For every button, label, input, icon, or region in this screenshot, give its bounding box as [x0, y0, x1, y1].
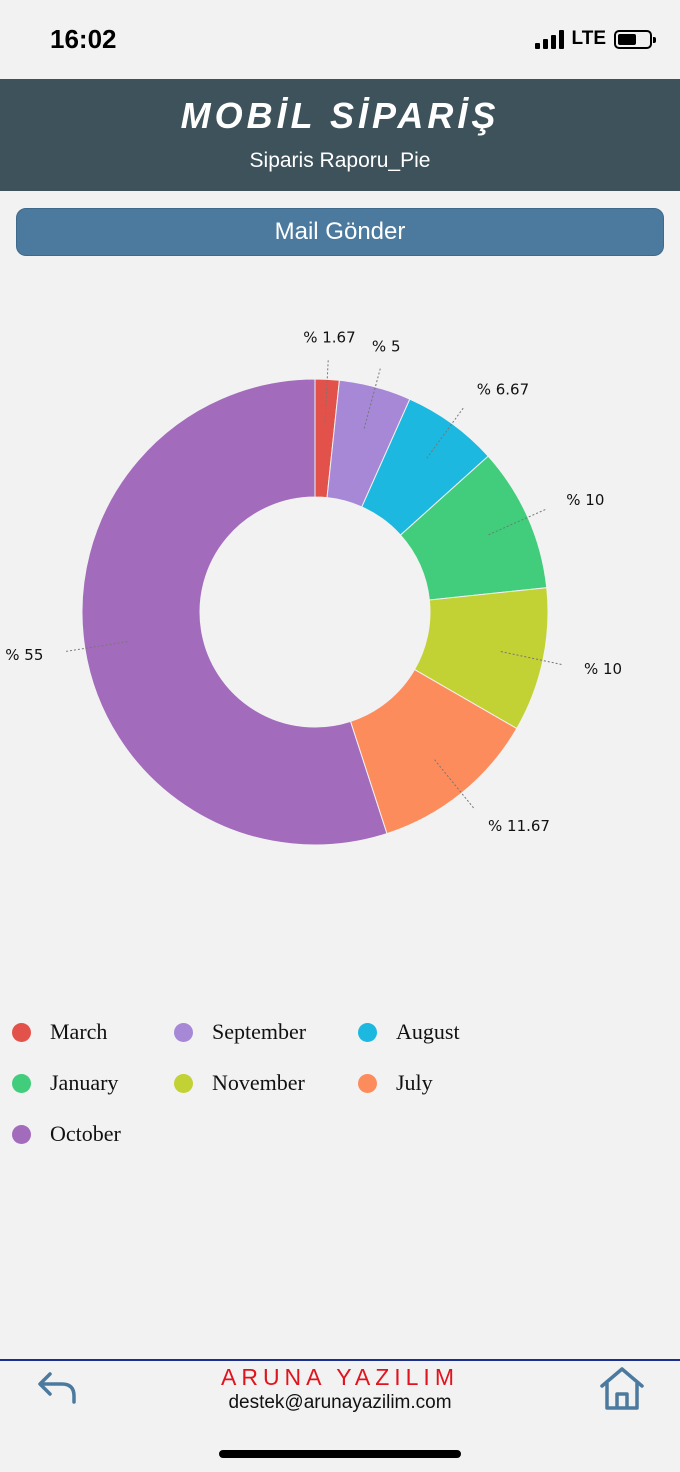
app-title: MOBİL SİPARİŞ [180, 95, 500, 136]
slice-label-september: % 5 [372, 337, 401, 355]
mail-send-button[interactable]: Mail Gönder [16, 208, 664, 256]
legend-label: August [396, 1019, 460, 1044]
legend-label: July [396, 1070, 433, 1095]
network-type: LTE [571, 28, 606, 49]
legend-item-august[interactable]: August [358, 1012, 460, 1052]
battery-icon [614, 29, 656, 49]
legend-label: January [50, 1070, 119, 1095]
slice-label-october: % 55 [5, 646, 43, 664]
donut-chart: % 1.67 % 5 % 6.67 % 10 % 10 % 11.67 % 55 [5, 328, 622, 846]
legend-dot-icon [358, 1022, 377, 1042]
slice-label-august: % 6.67 [477, 381, 529, 399]
legend-dot-icon [12, 1073, 31, 1093]
slice-label-november: % 10 [584, 660, 622, 678]
app-header: MOBİL SİPARİŞ Siparis Raporu_Pie [0, 79, 680, 191]
home-icon[interactable] [598, 1364, 646, 1412]
support-email: destek@arunayazilim.com [228, 1392, 452, 1413]
legend-item-november[interactable]: November [174, 1063, 305, 1103]
legend-item-march[interactable]: March [12, 1012, 107, 1052]
slice-label-january: % 10 [566, 491, 604, 509]
legend-label: November [212, 1070, 305, 1095]
status-time: 16:02 [50, 24, 117, 54]
footer-divider [0, 1359, 680, 1361]
legend-dot-icon [12, 1022, 31, 1042]
legend-item-january[interactable]: January [12, 1063, 118, 1103]
legend-item-july[interactable]: July [358, 1063, 433, 1103]
legend-item-september[interactable]: September [174, 1012, 306, 1052]
legend-dot-icon [12, 1124, 31, 1144]
back-arrow-icon[interactable] [36, 1368, 80, 1408]
legend-label: March [50, 1019, 108, 1044]
legend-label: October [50, 1121, 121, 1146]
home-indicator [219, 1450, 461, 1458]
legend-label: September [212, 1019, 307, 1044]
signal-icon [534, 29, 564, 49]
legend-dot-icon [358, 1073, 377, 1093]
legend-dot-icon [174, 1022, 193, 1042]
status-bar: 16:02 LTE [0, 0, 680, 79]
slice-label-march: % 1.67 [303, 328, 355, 346]
brand-name: ARUNA YAZILIM [221, 1364, 459, 1390]
status-indicators: LTE [534, 28, 656, 50]
slice-label-july: % 11.67 [488, 817, 550, 835]
legend-item-october[interactable]: October [12, 1114, 121, 1154]
slice-october[interactable] [81, 378, 388, 846]
page-subtitle: Siparis Raporu_Pie [249, 149, 431, 172]
legend-dot-icon [174, 1073, 193, 1093]
